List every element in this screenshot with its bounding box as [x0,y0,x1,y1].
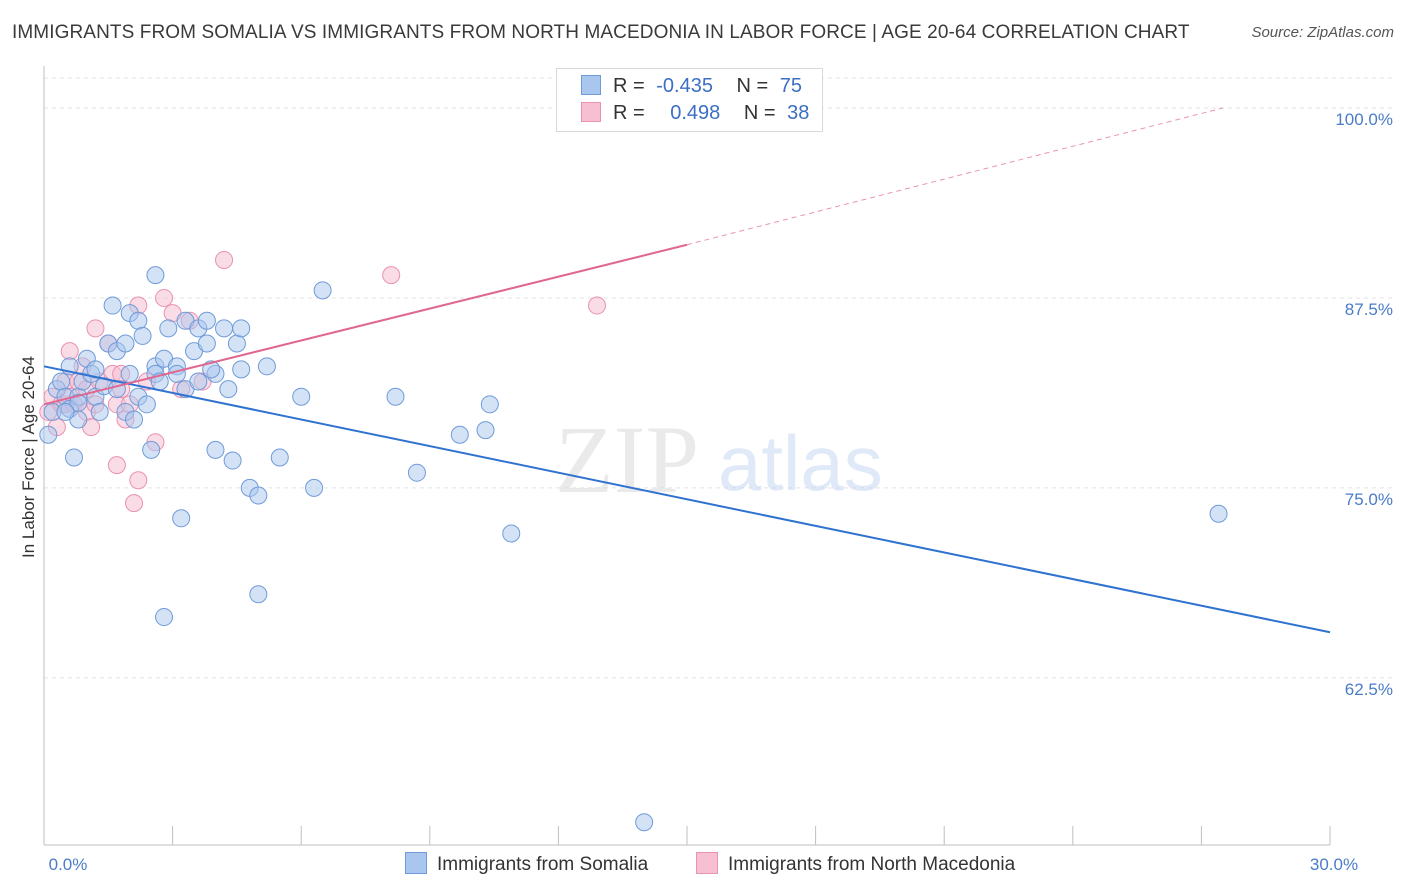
macedonia-point [60,342,79,361]
somalia-point [476,421,495,440]
somalia-point [172,509,191,528]
chart-title: IMMIGRANTS FROM SOMALIA VS IMMIGRANTS FR… [12,22,1190,43]
watermark: ZIP atlas [555,406,883,513]
somalia-point [116,334,135,353]
somalia-point [56,402,75,421]
somalia-point [232,360,251,379]
trendlines [43,107,1331,634]
somalia-trendline [43,365,1331,634]
source-credit: Source: ZipAtlas.com [1251,24,1394,41]
somalia-point [257,357,276,376]
somalia-point [197,311,216,330]
macedonia-point [155,288,174,307]
legend-r-label: R = [613,75,645,97]
somalia-point [103,296,122,315]
somalia-point [270,448,289,467]
somalia-point [142,440,161,459]
macedonia-trendline [43,243,688,406]
somalia-point [292,387,311,406]
somalia-point [232,319,251,338]
macedonia-point [587,296,606,315]
macedonia-swatch-icon [581,102,601,122]
macedonia-point [382,266,401,285]
somalia-point [227,334,246,353]
somalia-point [450,425,469,444]
somalia-point [305,478,324,497]
y-tick-label: 87.5% [1345,300,1393,319]
legend-row-somalia: R = -0.435 N = 75 [581,75,802,101]
somalia-point [202,360,221,379]
tick-labels: 62.5% 75.0% 87.5% 100.0% 0.0% 30.0% [49,110,1393,874]
somalia-point [65,448,84,467]
legend-n-value: 38 [787,102,810,124]
somalia-point [480,395,499,414]
bottom-legend-label: Immigrants from North Macedonia [728,854,1016,875]
legend-r-value: 0.498 [670,102,721,124]
y-tick-label: 62.5% [1345,680,1393,699]
y-axis-label: In Labor Force | Age 20-64 [19,356,38,558]
legend-n-label: N = [736,75,769,97]
bottom-legend-label: Immigrants from Somalia [437,854,649,875]
y-tick-label: 100.0% [1335,110,1393,129]
somalia-point [189,372,208,391]
somalia-point [407,463,426,482]
macedonia-swatch-icon [696,852,718,874]
legend-n-value: 75 [779,75,803,97]
somalia-point [52,372,71,391]
somalia-point [39,425,58,444]
somalia-point [129,311,148,330]
somalia-point [146,266,165,285]
somalia-swatch-icon [581,75,601,95]
somalia-point [249,585,268,604]
bottom-legend-north-macedonia: Immigrants from North Macedonia [696,852,1015,876]
somalia-point [167,364,186,383]
grid [44,77,1392,679]
legend-row-north-macedonia: R = 0.498 N = 38 [581,102,809,128]
somalia-point [197,334,216,353]
somalia-point [223,451,242,470]
somalia-point [386,387,405,406]
somalia-point [125,410,144,429]
y-tick-label: 75.0% [1345,490,1393,509]
macedonia-trendline [686,107,1223,246]
watermark-zip: ZIP [555,406,699,513]
x-tick-label: 30.0% [1310,855,1358,874]
legend-n-label: N = [743,102,776,124]
x-tick-label: 0.0% [49,855,88,874]
somalia-point [1209,504,1228,523]
watermark-atlas: atlas [718,419,883,507]
macedonia-point [86,319,105,338]
series-somalia [39,266,1228,832]
somalia-swatch-icon [405,852,427,874]
somalia-point [133,326,152,345]
somalia-point [90,402,109,421]
somalia-point [249,486,268,505]
bottom-legend-somalia: Immigrants from Somalia [405,852,648,876]
legend-r-value: -0.435 [656,75,713,97]
macedonia-point [129,471,148,490]
macedonia-point [125,494,144,513]
macedonia-point [107,456,126,475]
somalia-point [313,281,332,300]
somalia-point [215,319,234,338]
somalia-point [206,440,225,459]
legend-r-label: R = [613,102,645,124]
somalia-point [635,813,654,832]
somalia-point [120,364,139,383]
legend: R = -0.435 N = 75 R = 0.498 N = 38 [556,68,823,132]
somalia-point [219,380,238,399]
somalia-point [502,524,521,543]
somalia-point [137,395,156,414]
macedonia-point [215,250,234,269]
somalia-point [159,319,178,338]
somalia-point [155,608,174,627]
axes [43,66,1331,846]
